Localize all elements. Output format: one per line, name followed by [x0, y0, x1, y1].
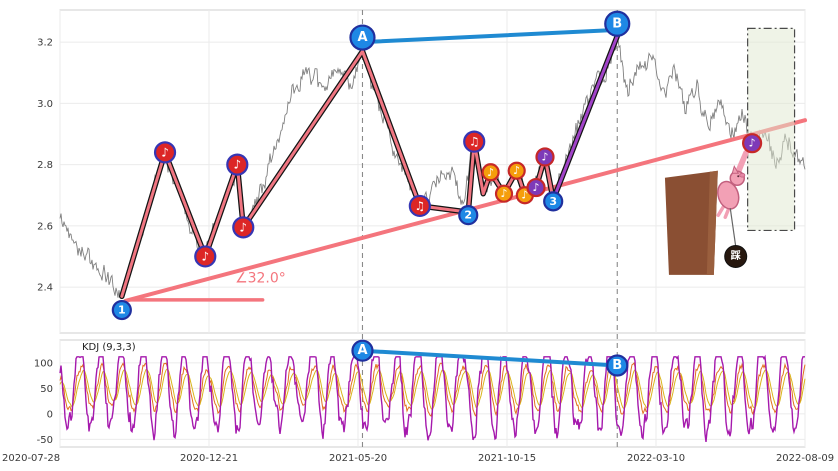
- pig-ear: [731, 164, 740, 174]
- marker-glyph: ♫: [414, 199, 425, 213]
- x-axis-label: 2022-08-09: [776, 453, 834, 464]
- price-marker-b[interactable]: B: [604, 10, 631, 37]
- price-marker-note[interactable]: ♪: [507, 161, 526, 180]
- price-marker-note[interactable]: ♪: [742, 133, 763, 154]
- cliff-edge: [706, 170, 718, 275]
- price-marker-note[interactable]: ♪: [481, 163, 500, 182]
- pig-eye: [737, 175, 740, 178]
- kdj-panel-frame: [59, 339, 806, 448]
- marker-glyph: 2: [464, 209, 472, 222]
- marker-glyph: B: [612, 16, 622, 31]
- price-marker-note[interactable]: ♪: [535, 147, 555, 167]
- marker-glyph: 3: [549, 195, 557, 208]
- pig-body: [717, 180, 740, 210]
- kdj-y-axis-label: 100: [34, 358, 53, 369]
- marker-glyph: ♪: [749, 137, 756, 150]
- price-y-axis-label: 2.8: [37, 160, 53, 171]
- ab-divergence-line-main[interactable]: [360, 27, 620, 45]
- angle-label: ∠32.0°: [235, 270, 286, 286]
- price-y-axis-label: 3.0: [37, 99, 53, 110]
- marker-glyph: ♪: [513, 164, 520, 177]
- highlight-box[interactable]: [747, 27, 796, 232]
- marker-glyph: 1: [118, 304, 126, 317]
- marker-glyph: ♪: [541, 150, 548, 163]
- price-y-axis-label: 2.4: [37, 283, 53, 294]
- marker-glyph: ♪: [201, 249, 209, 263]
- price-marker-note[interactable]: ♪: [232, 216, 255, 239]
- price-marker-note[interactable]: ♪: [153, 141, 177, 164]
- x-axis-label: 2021-10-15: [478, 453, 536, 464]
- kdj-marker-b[interactable]: B: [606, 354, 629, 377]
- x-axis-label: 2021-05-20: [329, 453, 387, 464]
- marker-glyph: ♪: [533, 181, 540, 194]
- price-marker-1[interactable]: 1: [111, 299, 132, 321]
- stamp-ball[interactable]: [724, 244, 748, 268]
- price-marker-2[interactable]: 2: [458, 205, 479, 226]
- marker-glyph: ♪: [501, 187, 508, 200]
- marker-glyph: A: [357, 343, 367, 358]
- wave-line-purple[interactable]: [551, 34, 619, 202]
- x-axis-label: 2020-07-28: [2, 453, 60, 464]
- cliff-graphic: [664, 170, 718, 275]
- marker-glyph: A: [357, 30, 367, 45]
- marker-glyph: ♪: [239, 220, 247, 234]
- marker-glyph: ♪: [233, 158, 241, 172]
- ab-divergence-line-kdj[interactable]: [360, 348, 620, 368]
- marker-glyph: ♫: [469, 135, 480, 149]
- kdj-y-axis-label: -50: [37, 435, 53, 446]
- price-marker-note[interactable]: ♪: [494, 184, 514, 203]
- marker-glyph: B: [612, 358, 622, 373]
- pig-leg: [716, 203, 727, 217]
- kdj-series-j: [59, 354, 805, 442]
- kdj-y-axis-label: 50: [40, 384, 53, 395]
- stamp-ball-label: 踩: [731, 249, 741, 262]
- price-panel-frame: [59, 9, 806, 334]
- price-marker-3[interactable]: 3: [543, 191, 564, 212]
- kdj-y-axis-label: 0: [47, 409, 53, 420]
- pig-sticker[interactable]: 踩: [664, 148, 750, 275]
- x-axis-label: 2020-12-21: [180, 453, 238, 464]
- price-marker-note[interactable]: ♪: [194, 245, 217, 268]
- kdj-marker-a[interactable]: A: [351, 339, 374, 362]
- price-marker-note[interactable]: ♪: [526, 177, 546, 198]
- price-marker-a[interactable]: A: [349, 24, 376, 51]
- price-marker-note[interactable]: ♫: [463, 130, 486, 153]
- price-y-axis-label: 2.6: [37, 221, 53, 232]
- marker-glyph: ♪: [487, 166, 494, 179]
- pig-snout: [739, 172, 746, 178]
- marker-glyph: ♪: [161, 145, 169, 159]
- ball-string: [729, 208, 737, 247]
- x-axis-label: 2022-03-10: [627, 453, 685, 464]
- price-marker-note[interactable]: ♪: [226, 153, 249, 176]
- price-y-axis-label: 3.2: [37, 38, 53, 49]
- marker-glyph: ♪: [521, 189, 528, 202]
- price-marker-note[interactable]: ♫: [408, 194, 431, 218]
